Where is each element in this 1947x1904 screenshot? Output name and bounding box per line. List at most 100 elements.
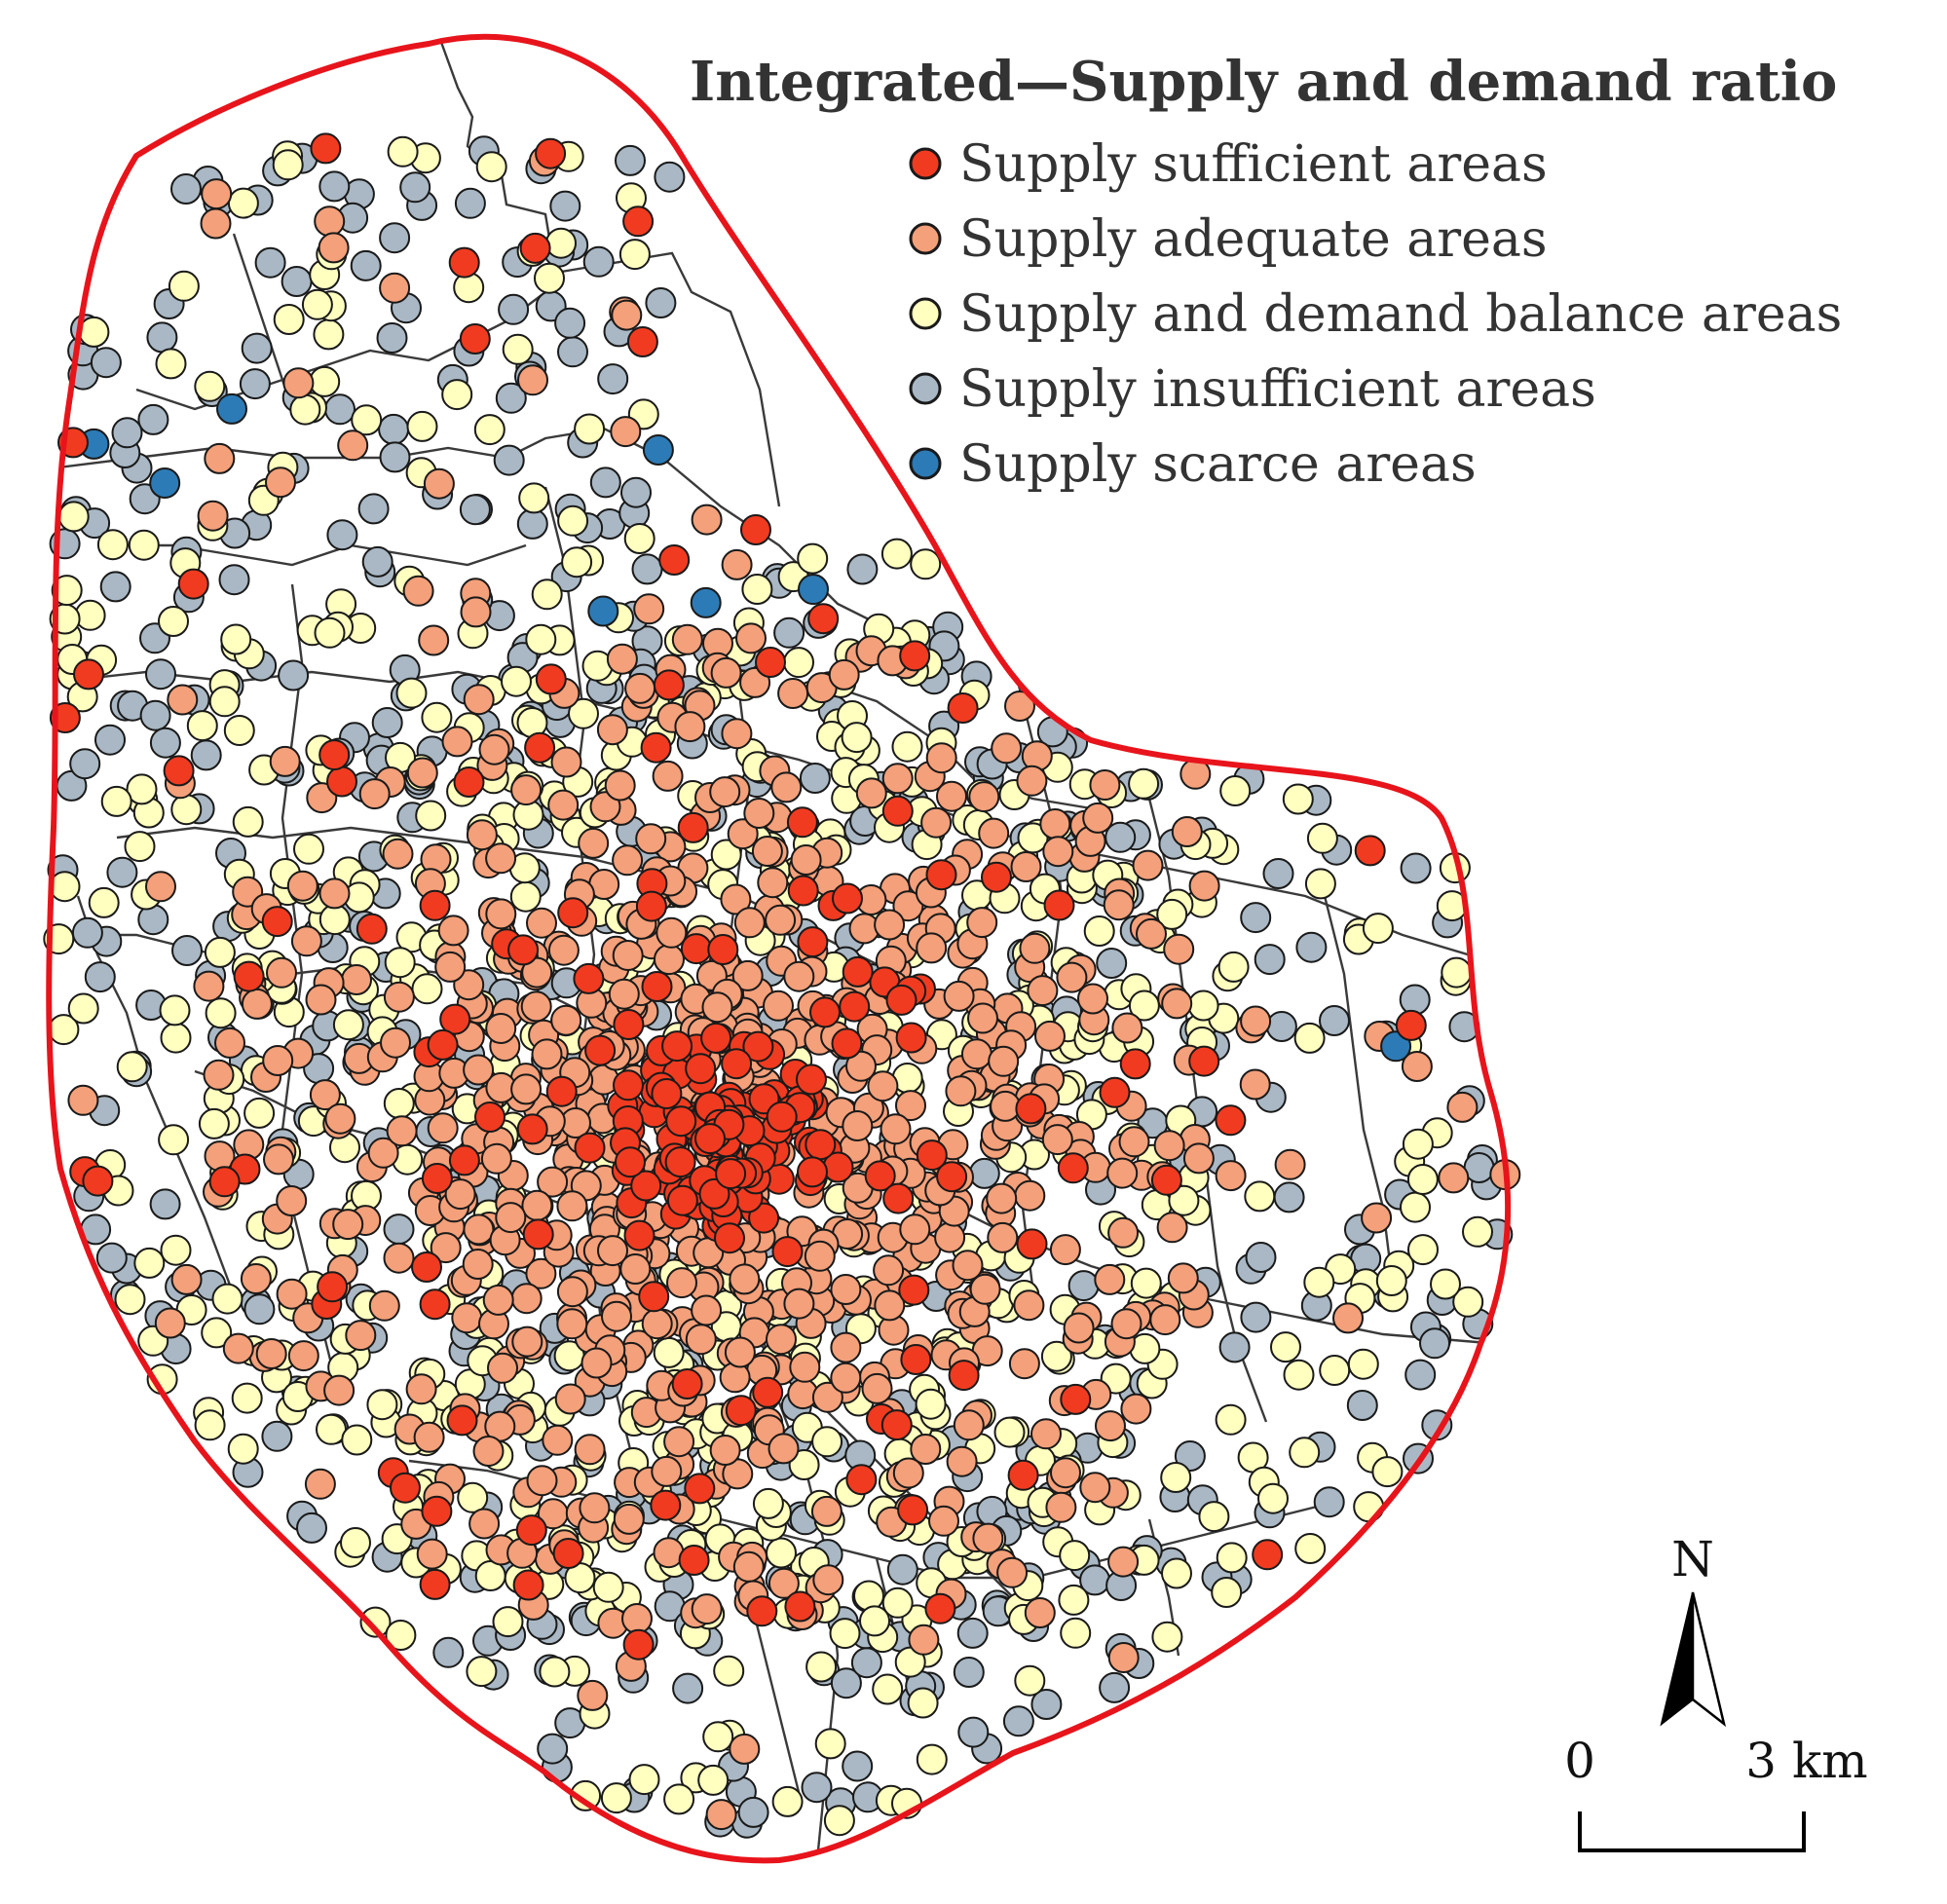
- point-adequate: [67, 1084, 99, 1116]
- point-balance: [910, 548, 942, 580]
- point-insufficient: [1404, 1359, 1437, 1391]
- point-sufficient: [807, 603, 840, 635]
- point-balance: [1257, 1482, 1289, 1514]
- point-sufficient: [638, 1281, 670, 1313]
- point-balance: [1219, 775, 1252, 806]
- point-sufficient: [177, 568, 209, 600]
- point-adequate: [193, 970, 225, 1002]
- point-sufficient: [427, 1028, 459, 1061]
- point-sufficient: [685, 1053, 717, 1085]
- point-adequate: [423, 467, 455, 500]
- point-sufficient: [677, 811, 709, 843]
- point-sufficient: [635, 890, 667, 922]
- point-adequate: [255, 1338, 287, 1369]
- point-adequate: [842, 1110, 874, 1141]
- point-balance: [158, 1124, 190, 1156]
- point-sufficient: [535, 137, 567, 169]
- point-insufficient: [218, 564, 250, 596]
- point-adequate: [405, 1373, 437, 1405]
- point-insufficient: [454, 187, 486, 219]
- point-balance: [1161, 1557, 1192, 1589]
- point-adequate: [652, 760, 684, 792]
- point-balance: [341, 1424, 373, 1456]
- point-sufficient: [684, 1473, 716, 1505]
- point-adequate: [550, 1004, 582, 1036]
- point-insufficient: [1265, 1011, 1297, 1042]
- point-insufficient: [615, 144, 646, 176]
- point-adequate: [510, 1073, 543, 1105]
- point-balance: [243, 1097, 276, 1129]
- point-sufficient: [694, 1123, 726, 1155]
- point-adequate: [691, 504, 723, 536]
- point-insufficient: [631, 553, 663, 585]
- point-adequate: [472, 1436, 505, 1467]
- point-balance: [916, 1743, 948, 1775]
- point-balance: [1371, 1456, 1404, 1488]
- point-sufficient: [1395, 1009, 1427, 1041]
- point-balance: [891, 730, 923, 763]
- point-sufficient: [797, 926, 829, 958]
- point-insufficient: [1105, 821, 1137, 853]
- point-insufficient: [1067, 1270, 1100, 1302]
- point-sufficient: [1354, 835, 1386, 867]
- legend: Integrated—Supply and demand ratio Suppl…: [690, 50, 1842, 494]
- point-balance: [1160, 1462, 1192, 1493]
- point-adequate: [710, 656, 742, 689]
- point-sufficient: [831, 1027, 863, 1060]
- point-balance: [160, 1234, 192, 1266]
- point-scarce: [1380, 1030, 1412, 1063]
- point-adequate: [1153, 1130, 1185, 1162]
- north-arrow: N: [1660, 1531, 1727, 1728]
- point-sufficient: [755, 647, 786, 678]
- point-insufficient: [243, 1293, 276, 1325]
- point-adequate: [332, 1209, 364, 1241]
- point-sufficient: [439, 1003, 471, 1035]
- legend-label-adequate: Supply adequate areas: [959, 210, 1548, 269]
- point-adequate: [1171, 816, 1203, 847]
- point-balance: [1211, 1577, 1243, 1608]
- point-sufficient: [623, 1219, 655, 1251]
- point-adequate: [666, 1267, 697, 1299]
- scale-end-label: 3 km: [1745, 1733, 1867, 1789]
- point-sufficient: [721, 1048, 753, 1080]
- point-balance: [741, 574, 773, 605]
- point-balance: [231, 1382, 263, 1414]
- point-sufficient: [640, 731, 672, 764]
- point-insufficient: [254, 246, 286, 279]
- point-adequate: [601, 1300, 632, 1332]
- point-adequate: [1010, 851, 1042, 882]
- point-adequate: [337, 429, 369, 462]
- point-balance: [272, 149, 304, 181]
- point-adequate: [1182, 1142, 1215, 1175]
- point-adequate: [589, 791, 621, 823]
- point-scarce: [149, 467, 181, 499]
- point-sufficient: [651, 1078, 683, 1109]
- point-adequate: [520, 990, 552, 1023]
- point-sufficient: [936, 1161, 968, 1193]
- point-balance: [1168, 1184, 1200, 1216]
- point-adequate: [521, 956, 553, 989]
- point-sufficient: [897, 1494, 929, 1526]
- legend-item-balance: Supply and demand balance areas: [909, 285, 1842, 344]
- point-insufficient: [737, 1796, 769, 1828]
- point-adequate: [305, 984, 337, 1016]
- point-insufficient: [589, 467, 621, 499]
- point-balance: [208, 686, 241, 718]
- point-balance: [805, 1651, 838, 1683]
- point-insufficient: [379, 441, 411, 473]
- point-sufficient: [622, 1628, 655, 1661]
- point-insufficient: [645, 287, 677, 318]
- point-adequate: [526, 1465, 558, 1497]
- point-adequate: [368, 1289, 400, 1322]
- point-adequate: [624, 672, 656, 704]
- point-sufficient: [421, 1163, 453, 1194]
- point-adequate: [468, 1508, 501, 1540]
- point-sufficient: [515, 1514, 547, 1547]
- point-adequate: [495, 1202, 527, 1234]
- point-sufficient: [82, 1165, 114, 1197]
- point-adequate: [613, 1503, 645, 1535]
- point-sufficient: [421, 1495, 453, 1527]
- point-balance: [49, 871, 81, 903]
- point-insufficient: [953, 1657, 985, 1688]
- point-adequate: [861, 1372, 893, 1404]
